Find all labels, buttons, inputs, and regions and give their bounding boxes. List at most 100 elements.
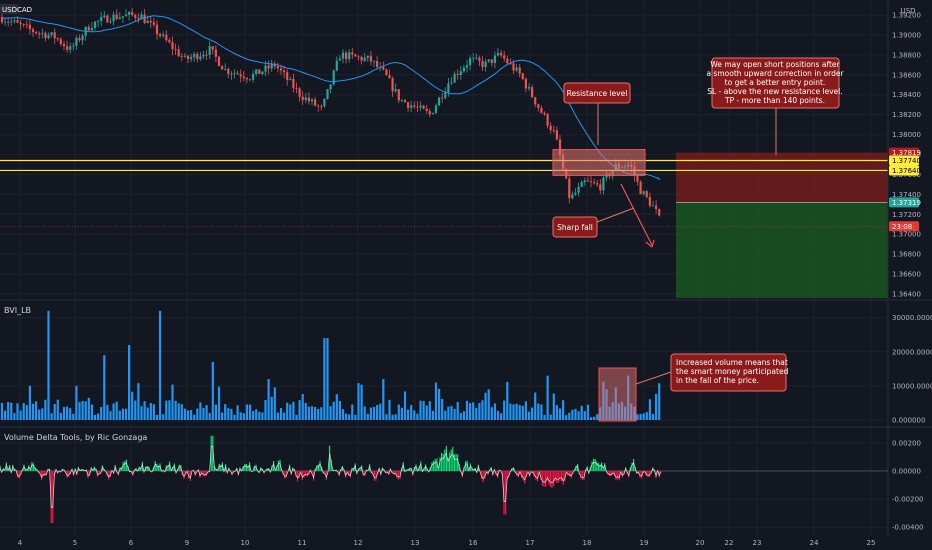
candle-body [217,56,221,66]
candle-body [400,100,403,101]
volume-bar [407,409,410,420]
candle-body [81,35,84,41]
moving-average-line [1,15,661,181]
volume-bar [100,406,103,420]
candle-body [391,78,394,92]
volume-bar [348,414,351,420]
candle-body [385,69,388,76]
volume-bar [264,399,267,420]
volume-highlight-box [598,367,637,422]
volume-bar [168,400,171,420]
volume-bar [87,397,90,420]
volume-bar [552,393,555,420]
volume-bar [651,414,655,420]
candle-body [472,58,475,59]
candle-body [289,78,292,80]
volume-bar [69,408,72,420]
fall-arrow [620,183,655,248]
volume-bar [397,404,400,420]
price-tick-label: 1.39200 [892,11,921,19]
candle-body [447,83,450,93]
candle-body [487,59,490,62]
volume-bar [78,402,81,420]
volume-bar [465,400,469,420]
candle-body [208,46,211,56]
candle-body [162,34,165,36]
volume-bar [645,412,648,420]
price-tag-bg [889,197,919,208]
volume-bar [255,409,258,420]
candle-body [552,130,555,131]
time-axis[interactable]: 4 5 6 9 10 11 12 13 16 17 18 19 20 22 23 24 25 [18,539,876,547]
time-tick-label: 19 [640,539,649,547]
volume-bar [217,386,221,420]
volume-bar [304,403,307,420]
candle-body [233,73,236,74]
candle-body [403,100,407,103]
candle-body [549,125,552,131]
volume-bar [224,404,227,420]
candle-body [248,79,252,81]
candle-body [574,192,577,195]
volume-bar [261,412,264,420]
volume-bar [503,400,506,420]
candle-body [22,24,25,26]
volume-bar [267,379,270,420]
candle-body [583,180,586,183]
volume-bar [589,417,593,420]
volume-bar [326,338,329,420]
volume-bar [475,407,478,420]
volume-note-line: the smart money participated [676,367,789,376]
resistance-label: Resistance level [567,89,628,98]
time-tick-label: 6 [129,539,134,547]
resistance-zone-box [552,149,646,176]
candle-body [35,31,38,34]
volume-bar [159,310,162,420]
volume-bar [273,387,276,420]
candle-body [645,191,648,197]
candle-body [571,194,574,199]
candle-body [555,130,558,140]
candle-body [310,99,314,102]
trade-plan-line: TP - more than 140 points. [724,96,825,105]
volume-note-line: in the fall of the price. [676,376,759,385]
volume-bar [574,408,577,420]
candle-body [651,205,655,207]
candle-body [577,186,580,193]
time-tick-label: 4 [18,539,23,547]
candle-body [534,97,537,105]
candle-body [224,68,227,70]
volume-bar [310,406,314,420]
volume-bar [53,404,56,420]
candle-body [140,14,143,20]
candle-body [239,74,242,77]
delta-tick-label: 0.00200 [892,439,921,447]
candle-body [72,45,75,47]
volume-bar [568,412,571,420]
candle-body [211,46,214,50]
candle-body [388,75,391,79]
candle-body [329,84,332,90]
volume-bar [121,408,124,420]
volume-bar [211,362,214,420]
candle-body [53,32,56,39]
price-tag-label: 1.37819 [892,149,921,157]
volume-bar [639,413,642,420]
candle-body [596,183,599,185]
volume-bar [490,407,493,420]
volume-bar [190,410,193,420]
volume-bar [270,396,273,420]
volume-axis[interactable]: 30000.000000 20000.000000 10000.000000 0.00… [892,314,932,424]
candle-body [97,20,100,22]
delta-axis[interactable]: 0.00200 0.00000 -0.00200 -0.00400 [892,439,923,531]
volume-bar [66,406,69,420]
time-tick-label: 12 [354,539,363,547]
delta-pane-title: Volume Delta Tools, by Ric Gonzaga [4,433,147,442]
volume-bar [444,410,447,420]
candle-body [168,40,171,43]
symbol-badge[interactable]: USDCAD [0,4,32,14]
candle-body [292,78,295,89]
price-tag: 23:08 [889,221,919,232]
candle-body [648,196,651,206]
